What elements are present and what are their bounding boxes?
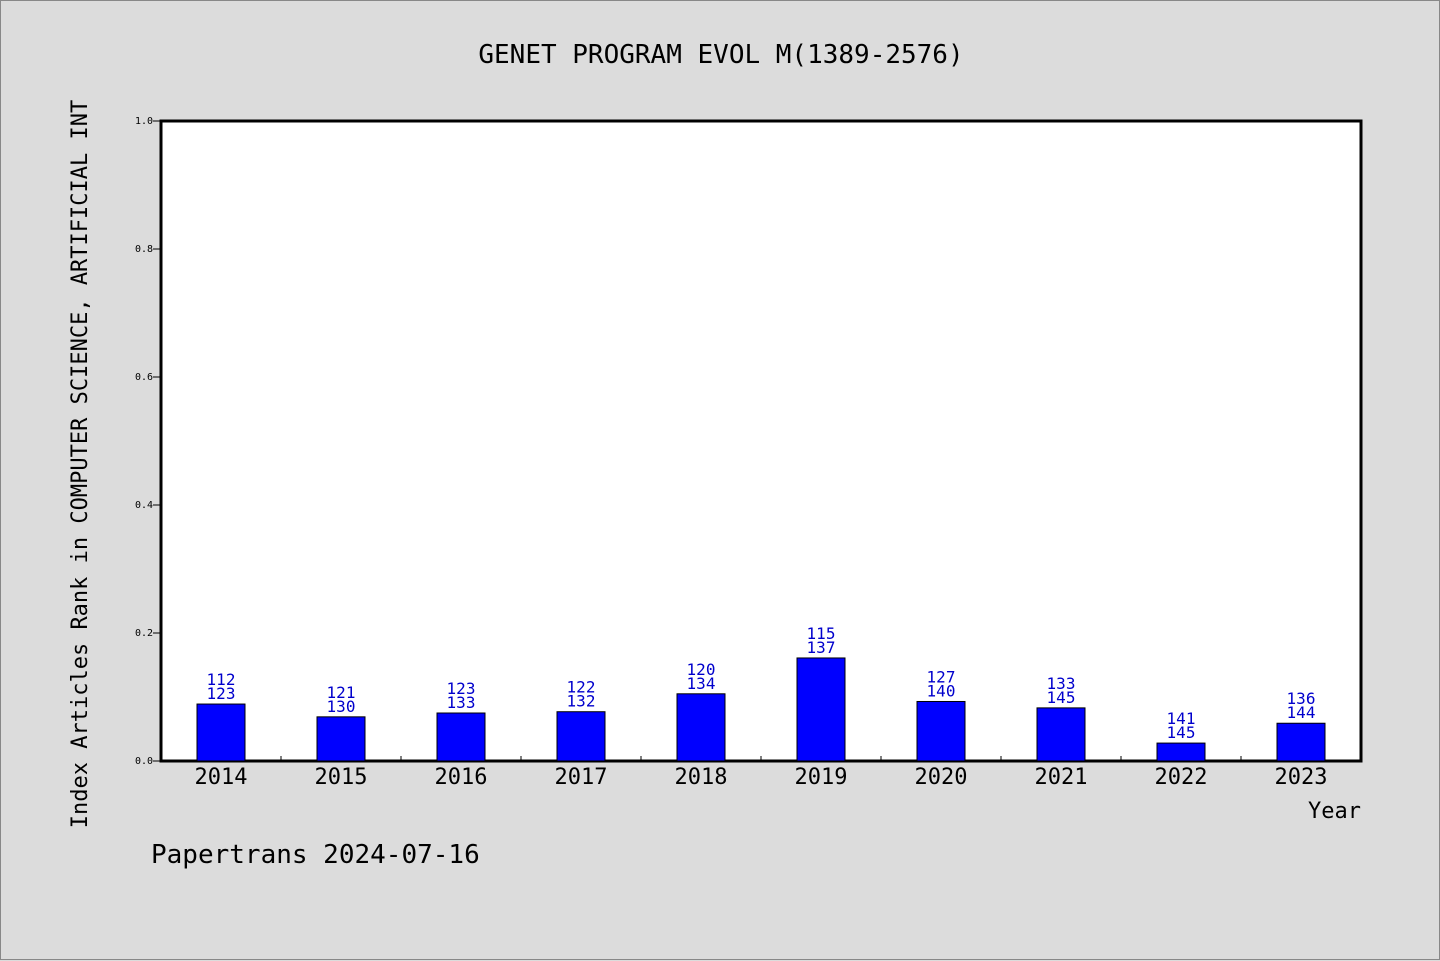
x-tick-label: 2018 xyxy=(675,765,728,790)
y-axis: 0.0 0.2 0.4 0.6 0.8 1.0 xyxy=(135,116,161,767)
data-label-bottom: 145 xyxy=(1047,688,1076,707)
x-axis-label: Year xyxy=(1308,799,1361,824)
x-tick-label: 2015 xyxy=(315,765,368,790)
data-label-bottom: 144 xyxy=(1287,703,1316,722)
y-tick-label: 0.6 xyxy=(135,372,153,383)
plot-area xyxy=(159,119,1363,763)
y-tick-label: 1.0 xyxy=(135,116,153,127)
data-label-bottom: 123 xyxy=(207,684,236,703)
data-label-top: 136 xyxy=(1287,689,1316,708)
bar xyxy=(1276,722,1326,762)
data-label-top: 122 xyxy=(567,678,596,697)
data-label-bottom: 140 xyxy=(927,681,956,700)
bar xyxy=(316,716,366,762)
chart-title: GENET PROGRAM EVOL M(1389-2576) xyxy=(478,40,963,70)
data-label-top: 123 xyxy=(447,679,476,698)
x-tick-label: 2019 xyxy=(795,765,848,790)
bar xyxy=(796,657,846,762)
x-tick-label: 2023 xyxy=(1275,765,1328,790)
bar xyxy=(916,700,966,762)
footer-text: Papertrans 2024-07-16 xyxy=(151,840,480,870)
y-tick-label: 0.8 xyxy=(135,244,153,255)
bar xyxy=(556,711,606,762)
data-label-top: 120 xyxy=(687,660,716,679)
x-tick-label: 2021 xyxy=(1035,765,1088,790)
data-label-bottom: 130 xyxy=(327,697,356,716)
x-tick-label: 2016 xyxy=(435,765,488,790)
y-axis-label: Index Articles Rank in COMPUTER SCIENCE,… xyxy=(68,100,93,828)
data-label-top: 112 xyxy=(207,670,236,689)
x-tick-label: 2020 xyxy=(915,765,968,790)
y-tick-label: 0.0 xyxy=(135,756,153,767)
data-label-bottom: 132 xyxy=(567,692,596,711)
bar xyxy=(196,703,246,762)
bar xyxy=(1156,742,1206,762)
y-tick-label: 0.4 xyxy=(135,500,153,511)
data-label-top: 141 xyxy=(1167,709,1196,728)
bars xyxy=(196,657,1326,762)
data-label-bottom: 137 xyxy=(807,638,836,657)
bar xyxy=(676,693,726,762)
data-label-top: 133 xyxy=(1047,674,1076,693)
bar xyxy=(1036,707,1086,762)
bar xyxy=(436,712,486,762)
data-label-bottom: 134 xyxy=(687,674,716,693)
x-tick-label: 2017 xyxy=(555,765,608,790)
x-tick-label: 2014 xyxy=(195,765,248,790)
data-label-top: 121 xyxy=(327,683,356,702)
data-label-bottom: 145 xyxy=(1167,723,1196,742)
data-label-bottom: 133 xyxy=(447,693,476,712)
data-label-top: 115 xyxy=(807,624,836,643)
data-label-top: 127 xyxy=(927,667,956,686)
x-axis: 2014 2015 2016 2017 2018 2019 2020 2021 2022 2023 xyxy=(195,756,1328,790)
y-tick-label: 0.2 xyxy=(135,628,153,639)
x-tick-label: 2022 xyxy=(1155,765,1208,790)
